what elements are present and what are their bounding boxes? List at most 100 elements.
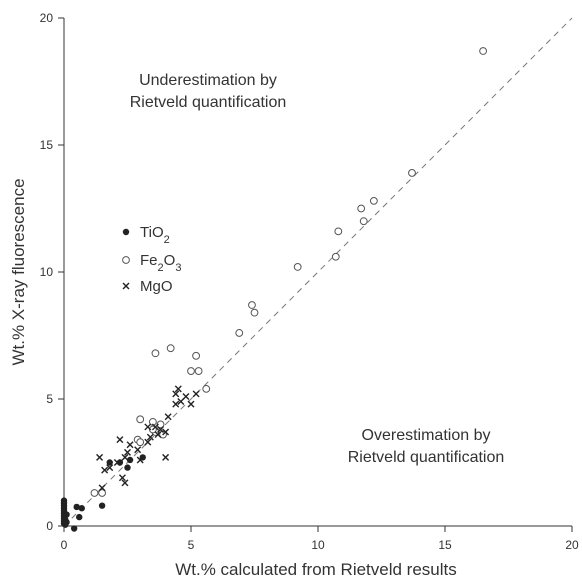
legend-marker-tio2 bbox=[122, 228, 130, 236]
data-point-mgo bbox=[134, 446, 142, 454]
legend-marker-fe2o3 bbox=[122, 256, 130, 264]
data-point-mgo bbox=[113, 459, 121, 466]
data-point-mgo-stroke bbox=[172, 400, 180, 408]
data-point-tio2 bbox=[126, 456, 134, 464]
data-point-mgo-stroke bbox=[124, 448, 131, 456]
data-point-mgo-stroke bbox=[146, 433, 154, 441]
legend-marker-mgo bbox=[122, 282, 130, 290]
data-point-mgo-stroke bbox=[154, 431, 162, 439]
data-point-mgo-stroke bbox=[172, 390, 180, 398]
data-point-tio2 bbox=[78, 505, 85, 512]
data-point-mgo bbox=[116, 436, 124, 444]
legend-label-fe2o3: Fe2O3 bbox=[140, 252, 181, 274]
data-point-mgo bbox=[126, 441, 134, 449]
data-point-mgo bbox=[124, 448, 131, 456]
data-point-fe2o3 bbox=[194, 367, 203, 375]
x-tick-label: 15 bbox=[438, 538, 452, 552]
y-axis-label: Wt.% X-ray fluorescence bbox=[9, 178, 28, 365]
data-point-mgo bbox=[182, 392, 190, 400]
axes: 0 5 10 15 20 0 5 10 15 20 bbox=[40, 11, 579, 552]
y-tick-label: 5 bbox=[46, 392, 53, 406]
y-tick-label: 20 bbox=[40, 11, 54, 25]
data-point-mgo-stroke bbox=[144, 423, 152, 431]
reference-line-layer bbox=[63, 17, 573, 527]
data-point-mgo-stroke bbox=[151, 423, 159, 431]
data-point-mgo bbox=[121, 453, 129, 461]
y-tick-label: 0 bbox=[46, 519, 53, 533]
annotation-overestimation-line1: Overestimation by bbox=[362, 427, 491, 444]
y-tick-label: 10 bbox=[40, 265, 54, 279]
x-tick-label: 20 bbox=[565, 538, 579, 552]
data-point-fe2o3 bbox=[136, 438, 145, 447]
data-point-tio2 bbox=[63, 518, 70, 526]
data-point-mgo bbox=[118, 474, 126, 482]
data-point-fe2o3 bbox=[334, 227, 343, 236]
data-point-mgo-stroke bbox=[182, 392, 190, 400]
data-point-mgo bbox=[121, 479, 129, 487]
data-point-mgo bbox=[162, 428, 170, 436]
data-point-tio2 bbox=[106, 459, 113, 466]
data-point-fe2o3 bbox=[151, 349, 160, 358]
annotation-underestimation-line2: Rietveld quantification bbox=[130, 94, 287, 111]
data-point-mgo bbox=[154, 431, 162, 439]
x-tick-label: 0 bbox=[61, 538, 68, 552]
data-point-mgo-stroke bbox=[192, 390, 200, 398]
data-point-fe2o3 bbox=[331, 252, 340, 261]
data-point-mgo bbox=[144, 438, 152, 446]
annotation-underestimation-line1: Underestimation by bbox=[139, 72, 277, 89]
data-point-mgo bbox=[192, 390, 200, 398]
data-point-mgo-stroke bbox=[177, 398, 185, 406]
data-point-fe2o3 bbox=[235, 329, 244, 337]
data-point-fe2o3 bbox=[357, 204, 366, 213]
data-point-mgo bbox=[177, 398, 185, 406]
series-mgo bbox=[96, 385, 200, 492]
data-point-mgo bbox=[136, 456, 144, 464]
data-point-fe2o3 bbox=[369, 196, 378, 205]
data-point-fe2o3 bbox=[359, 217, 368, 226]
data-point-fe2o3 bbox=[187, 367, 195, 375]
data-point-fe2o3 bbox=[192, 351, 200, 360]
data-point-mgo bbox=[98, 484, 106, 492]
data-point-fe2o3 bbox=[293, 263, 302, 271]
data-point-mgo bbox=[172, 390, 180, 398]
x-axis-label: Wt.% calculated from Rietveld results bbox=[175, 560, 457, 579]
data-point-mgo bbox=[157, 425, 165, 433]
data-point-mgo bbox=[162, 453, 170, 461]
data-point-mgo-stroke bbox=[174, 385, 182, 393]
data-point-mgo bbox=[144, 423, 152, 431]
data-point-mgo-stroke bbox=[162, 453, 170, 461]
data-point-tio2 bbox=[76, 513, 83, 521]
data-point-mgo-stroke bbox=[157, 425, 165, 433]
data-point-mgo-stroke bbox=[126, 441, 134, 449]
data-point-mgo bbox=[101, 466, 109, 474]
series-fe2o3 bbox=[90, 47, 488, 497]
data-point-fe2o3 bbox=[202, 384, 211, 393]
data-point-mgo-stroke bbox=[96, 453, 104, 461]
data-point-mgo-stroke bbox=[134, 446, 142, 454]
data-point-fe2o3 bbox=[479, 47, 488, 55]
data-point-mgo-stroke bbox=[101, 466, 109, 474]
data-point-fe2o3 bbox=[248, 301, 256, 309]
data-point-tio2 bbox=[98, 502, 106, 509]
data-point-mgo-stroke bbox=[106, 464, 114, 472]
data-point-fe2o3 bbox=[408, 169, 416, 177]
data-point-fe2o3 bbox=[250, 308, 259, 317]
x-tick-label: 10 bbox=[311, 538, 325, 552]
data-point-mgo-stroke bbox=[187, 400, 195, 408]
legend: TiO2 Fe2O3 MgO bbox=[122, 224, 181, 295]
reference-line-1to1 bbox=[63, 17, 573, 527]
data-point-mgo-stroke bbox=[164, 413, 172, 421]
data-point-mgo-stroke bbox=[121, 479, 129, 487]
data-point-mgo bbox=[174, 385, 182, 393]
data-points-layer bbox=[60, 47, 488, 532]
data-point-fe2o3 bbox=[136, 415, 145, 424]
data-point-tio2 bbox=[63, 511, 70, 518]
data-point-mgo bbox=[164, 413, 172, 421]
data-point-tio2 bbox=[73, 503, 80, 511]
data-point-mgo-stroke bbox=[136, 456, 144, 464]
legend-label-tio2: TiO2 bbox=[140, 224, 170, 246]
data-point-mgo bbox=[172, 400, 180, 408]
annotation-overestimation-line2: Rietveld quantification bbox=[348, 449, 505, 466]
data-point-mgo-stroke bbox=[118, 474, 126, 482]
